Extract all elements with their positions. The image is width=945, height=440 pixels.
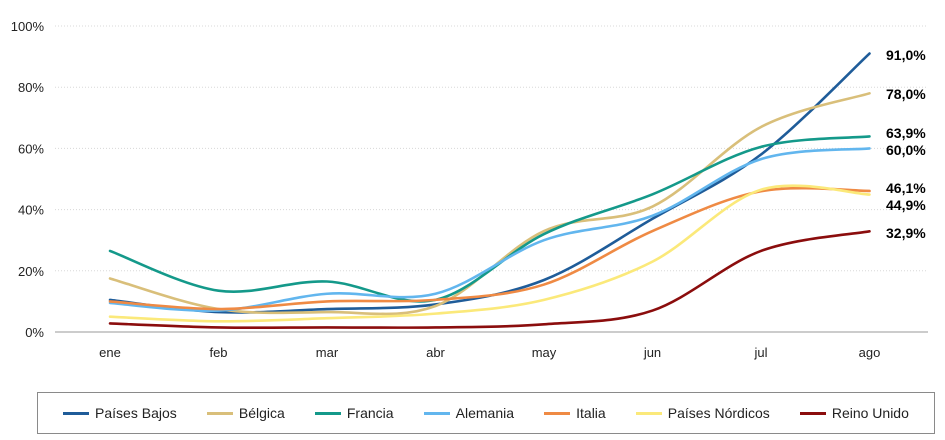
legend-label: Francia <box>346 405 394 421</box>
legend-item: Bélgica <box>206 405 285 421</box>
series-line <box>108 147 871 313</box>
end-value-label: 78,0% <box>886 86 926 102</box>
end-value-label: 60,0% <box>886 142 926 158</box>
x-tick-label: mar <box>316 345 339 360</box>
legend-label: Países Nórdicos <box>667 405 770 421</box>
series-line <box>108 92 871 316</box>
legend-swatch <box>799 411 826 415</box>
line-chart: 0% 20% 40% 60% 80% 100% ene feb mar abr may jun jul… <box>11 19 928 360</box>
legend-swatch <box>423 411 450 415</box>
legend-label: Italia <box>576 405 606 421</box>
legend-item: Alemania <box>423 405 515 421</box>
legend: Países Bajos Bélgica Francia Alemania Italia… <box>37 392 935 434</box>
x-axis-ticks: ene feb mar abr may jun jul ago <box>99 345 880 360</box>
series-lines <box>108 52 871 330</box>
x-tick-label: jun <box>643 345 661 360</box>
x-tick-label: feb <box>209 345 227 360</box>
legend-label: Países Bajos <box>95 405 177 421</box>
end-value-label: 91,0% <box>886 47 926 63</box>
series-line <box>108 184 871 323</box>
y-axis-ticks: 0% 20% 40% 60% 80% 100% <box>11 19 45 340</box>
legend-item: Reino Unido <box>799 405 909 421</box>
y-tick-label: 40% <box>18 203 44 218</box>
end-value-label: 63,9% <box>886 125 926 141</box>
end-value-label: 46,1% <box>886 180 926 196</box>
y-tick-label: 0% <box>25 325 44 340</box>
x-tick-label: abr <box>426 345 445 360</box>
x-tick-label: jul <box>753 345 767 360</box>
series-line <box>108 135 871 303</box>
legend-swatch <box>206 411 233 415</box>
y-tick-label: 20% <box>18 264 44 279</box>
legend-label: Reino Unido <box>831 405 909 421</box>
legend-item: Italia <box>544 405 606 421</box>
legend-swatch <box>635 411 662 415</box>
x-tick-label: may <box>532 345 557 360</box>
y-tick-label: 100% <box>11 19 45 34</box>
legend-label: Bélgica <box>238 405 285 421</box>
end-value-label: 32,9% <box>886 225 926 241</box>
legend-swatch <box>544 411 571 415</box>
grid-lines <box>55 25 928 333</box>
legend-swatch <box>63 411 90 415</box>
legend-item: Países Nórdicos <box>635 405 770 421</box>
series-line <box>108 52 871 314</box>
legend-label: Alemania <box>455 405 515 421</box>
x-tick-label: ene <box>99 345 121 360</box>
legend-swatch <box>314 411 341 415</box>
x-tick-label: ago <box>859 345 881 360</box>
y-tick-label: 80% <box>18 80 44 95</box>
end-labels: 91,0% 78,0% 63,9%60,0% 46,1%44,9% 32,9% <box>886 47 926 241</box>
end-value-label: 44,9% <box>886 197 926 213</box>
series-line <box>108 230 871 330</box>
y-tick-label: 60% <box>18 141 44 156</box>
legend-item: Países Bajos <box>63 405 177 421</box>
legend-item: Francia <box>314 405 394 421</box>
